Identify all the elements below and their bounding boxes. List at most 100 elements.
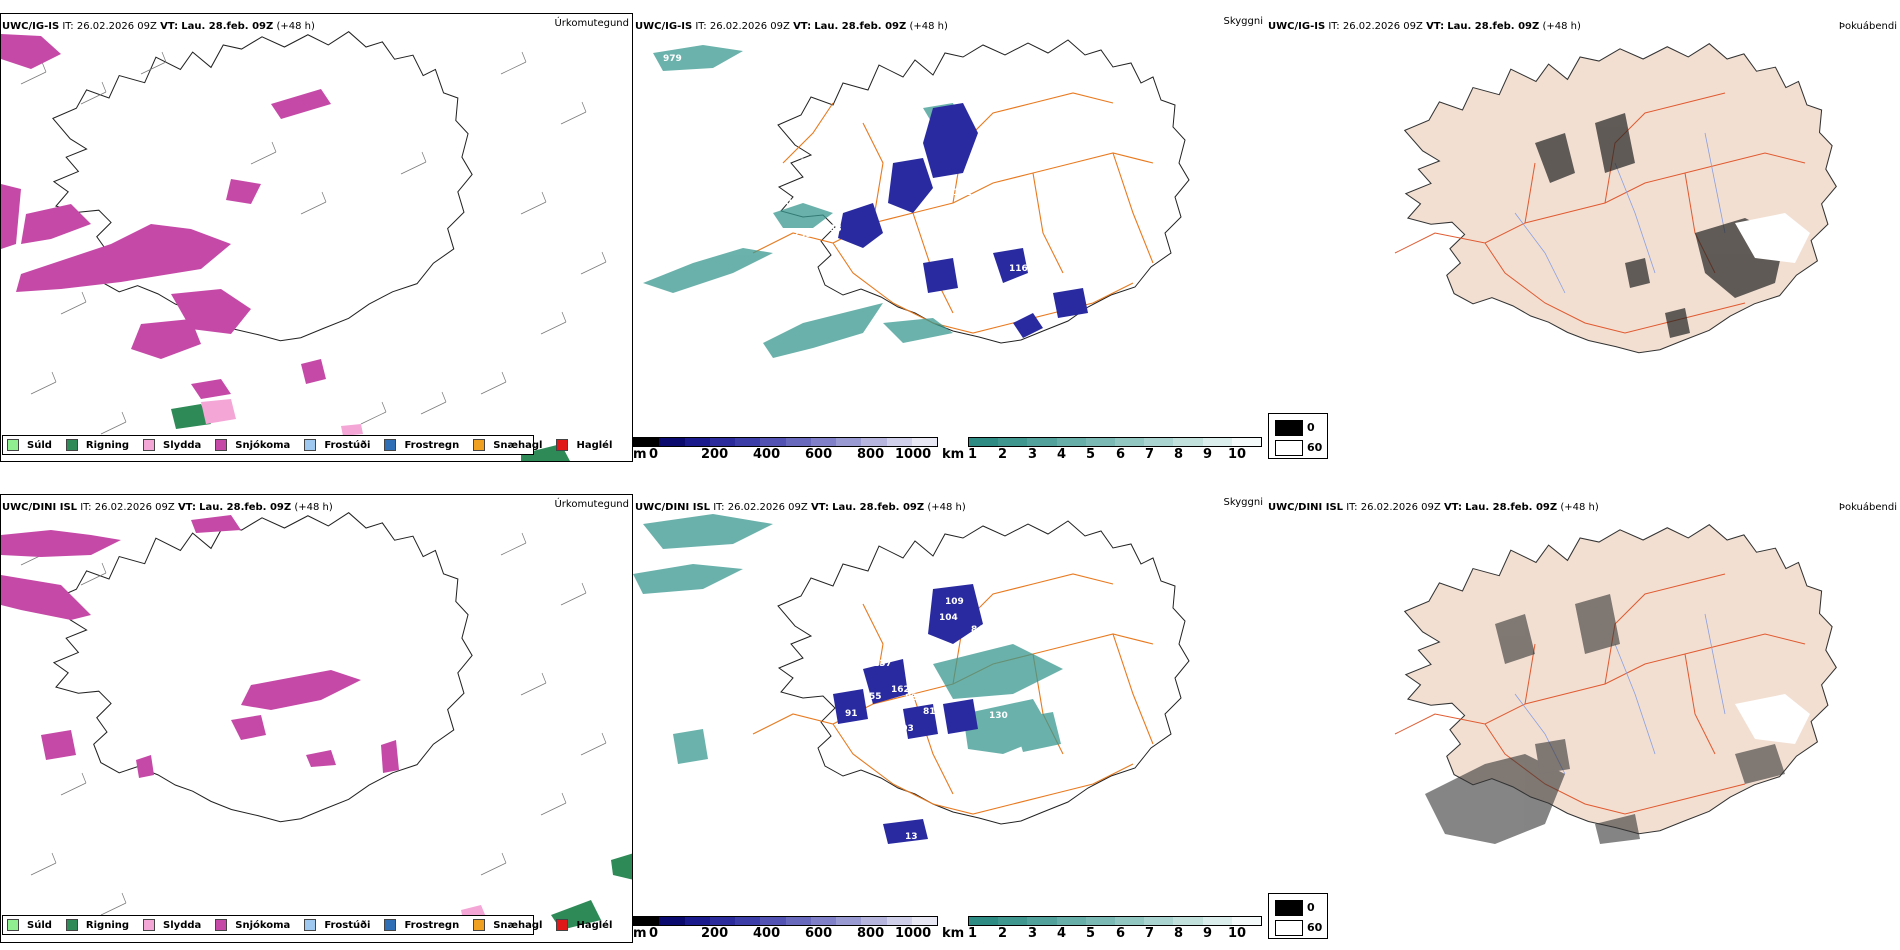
header-precip-type-2: UWC/DINI ISL IT: 26.02.2026 09Z VT: Lau.… [2,502,333,513]
visibility-tick: 3 [1028,447,1038,462]
precip-type-panel-1: Úrkomutegund [0,13,633,462]
precip-type-map-2 [1,512,632,930]
visibility-colorbar-2: km 1 2 3 4 5 6 7 8 9 10 [942,916,1264,942]
ceiling-tick: 400 [753,447,781,462]
glacier-white [1735,213,1810,263]
visibility-tick: 3 [1028,926,1038,941]
visibility-tick: 4 [1057,447,1067,462]
visibility-tick: 1 [968,447,978,462]
ceiling-unit: m [633,926,647,941]
visibility-color-ramp [968,437,1262,447]
value-label: 104 [939,613,958,623]
fog-legend-label: 0 [1307,421,1315,434]
wind-barbs [20,51,607,435]
value-label: 421 [695,613,714,623]
value-label: 12 [1015,296,1028,306]
low-ceiling [833,584,983,844]
value-label: 47 [833,681,846,691]
visibility-tick: 8 [1174,447,1184,462]
visibility-title-2: Skyggni [1223,497,1263,508]
value-label: 137 [873,659,892,669]
legend-item: Snæhagl [473,919,542,931]
legend-item: Slydda [143,439,201,451]
header-visibility-2: UWC/DINI ISL IT: 26.02.2026 09Z VT: Lau.… [635,502,966,513]
fog-dark-areas [1425,594,1785,844]
legend-item: Snæhagl [473,439,542,451]
value-label: 109 [945,597,964,607]
value-label: 293 [801,286,820,296]
header-precip-type-1: UWC/IG-IS IT: 26.02.2026 09Z VT: Lau. 28… [2,21,315,32]
low-ceiling [838,103,1088,338]
ceiling-tick: 200 [701,926,729,941]
glacier-white [1735,694,1810,744]
model-name: UWC/IG-IS [2,21,60,32]
it-value: 26.02.2026 09Z [76,21,157,32]
fog-roads [1394,92,1806,334]
visibility-tick: 4 [1057,926,1067,941]
ceiling-colorbar-2: m 0 200 400 600 800 1000 [633,916,938,942]
value-label: 309 [853,174,872,184]
fog-map-1 [1394,43,1837,354]
visibility-tick: 7 [1145,926,1155,941]
fog-legend-label: 60 [1307,441,1323,454]
rivers [1514,132,1726,294]
legend-item: Slydda [143,919,201,931]
ceiling-tick: 600 [805,926,833,941]
vt-label: VT: [160,21,179,32]
ceiling-tick: 800 [857,926,885,941]
value-label: 31 [803,406,816,416]
visibility-tick: 9 [1203,926,1213,941]
visibility-tick: 6 [1116,926,1126,941]
header-visibility-1: UWC/IG-IS IT: 26.02.2026 09Z VT: Lau. 28… [635,21,948,32]
value-label: 90 [941,248,954,258]
header-fog-2: UWC/DINI ISL IT: 26.02.2026 09Z VT: Lau.… [1268,502,1599,513]
fog-legend-label: 60 [1307,921,1323,934]
fog-title-2: Þokuábendi [1838,502,1897,513]
lead-time: (+48 h) [276,21,315,32]
fog-legend-2: 0 60 [1268,893,1328,939]
value-label: 88 [829,224,842,234]
value-label: 170 [873,270,892,280]
visibility-unit: km [942,926,965,941]
legend-item: Frostúði [304,439,370,451]
legend-item: Snjókoma [215,439,290,451]
value-label: 91 [845,709,858,719]
visibility-tick: 10 [1228,926,1247,941]
value-label: 152 [923,384,942,394]
visibility-map-1: 979 79 2304 309 199 101 29 259 583 318 8… [643,39,1190,416]
value-label: 29 [759,231,772,241]
precip-value-labels-1: 979 79 2304 309 199 101 29 259 583 318 8… [663,54,1028,416]
visibility-tick: 1 [968,926,978,941]
sleet-areas [201,399,363,436]
visibility-panel-1: 979 79 2304 309 199 101 29 259 583 318 8… [633,13,1265,433]
legend-item: Súld [7,919,52,931]
value-label: 259 [793,230,812,240]
visibility-color-ramp [968,916,1262,926]
ceiling-tick: 400 [753,926,781,941]
precip-legend-1: Súld Rigning Slydda Snjókoma Frostúði Fr… [2,435,612,455]
value-label: 162 [891,685,910,695]
legend-item: Haglél [556,439,612,451]
fog-map-2 [1394,524,1837,844]
ceiling-unit: m [633,447,647,462]
visibility-tick: 2 [998,926,1008,941]
ceiling-tick: 1000 [895,926,932,941]
legend-item: Haglél [556,919,612,931]
value-label: 81 [923,707,936,717]
legend-item: Frostregn [384,439,459,451]
value-label: 13 [905,832,918,842]
snow-areas [1,515,399,778]
fog-panel-1: Þokuábendi [1265,13,1900,433]
value-label: 199 [841,186,860,196]
value-label: 583 [697,242,716,252]
legend-item: Rigning [65,439,129,451]
visibility-map-2: 421 109 104 848 137 47 55 162 83 81 91 1… [633,514,1190,844]
snow-areas [1,34,331,399]
visibility-tick: 10 [1228,447,1247,462]
value-label: 103 [895,724,914,734]
low-visibility [633,514,1063,764]
fog-legend-label: 0 [1307,901,1315,914]
visibility-unit: km [942,447,965,462]
fog-roads [1394,573,1806,815]
vt-value: Lau. 28.feb. 09Z [181,21,274,32]
